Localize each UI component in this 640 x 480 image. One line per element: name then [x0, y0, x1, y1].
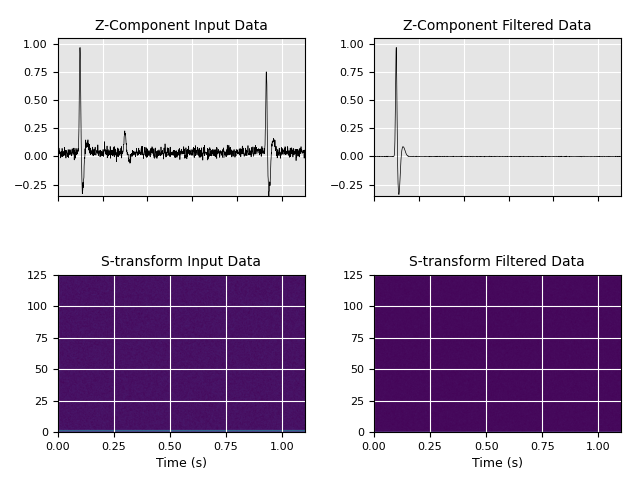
X-axis label: Time (s): Time (s) [156, 457, 207, 470]
X-axis label: Time (s): Time (s) [472, 457, 523, 470]
Title: Z-Component Input Data: Z-Component Input Data [95, 19, 268, 33]
Title: S-transform Input Data: S-transform Input Data [101, 255, 261, 269]
Title: S-transform Filtered Data: S-transform Filtered Data [410, 255, 585, 269]
Title: Z-Component Filtered Data: Z-Component Filtered Data [403, 19, 591, 33]
